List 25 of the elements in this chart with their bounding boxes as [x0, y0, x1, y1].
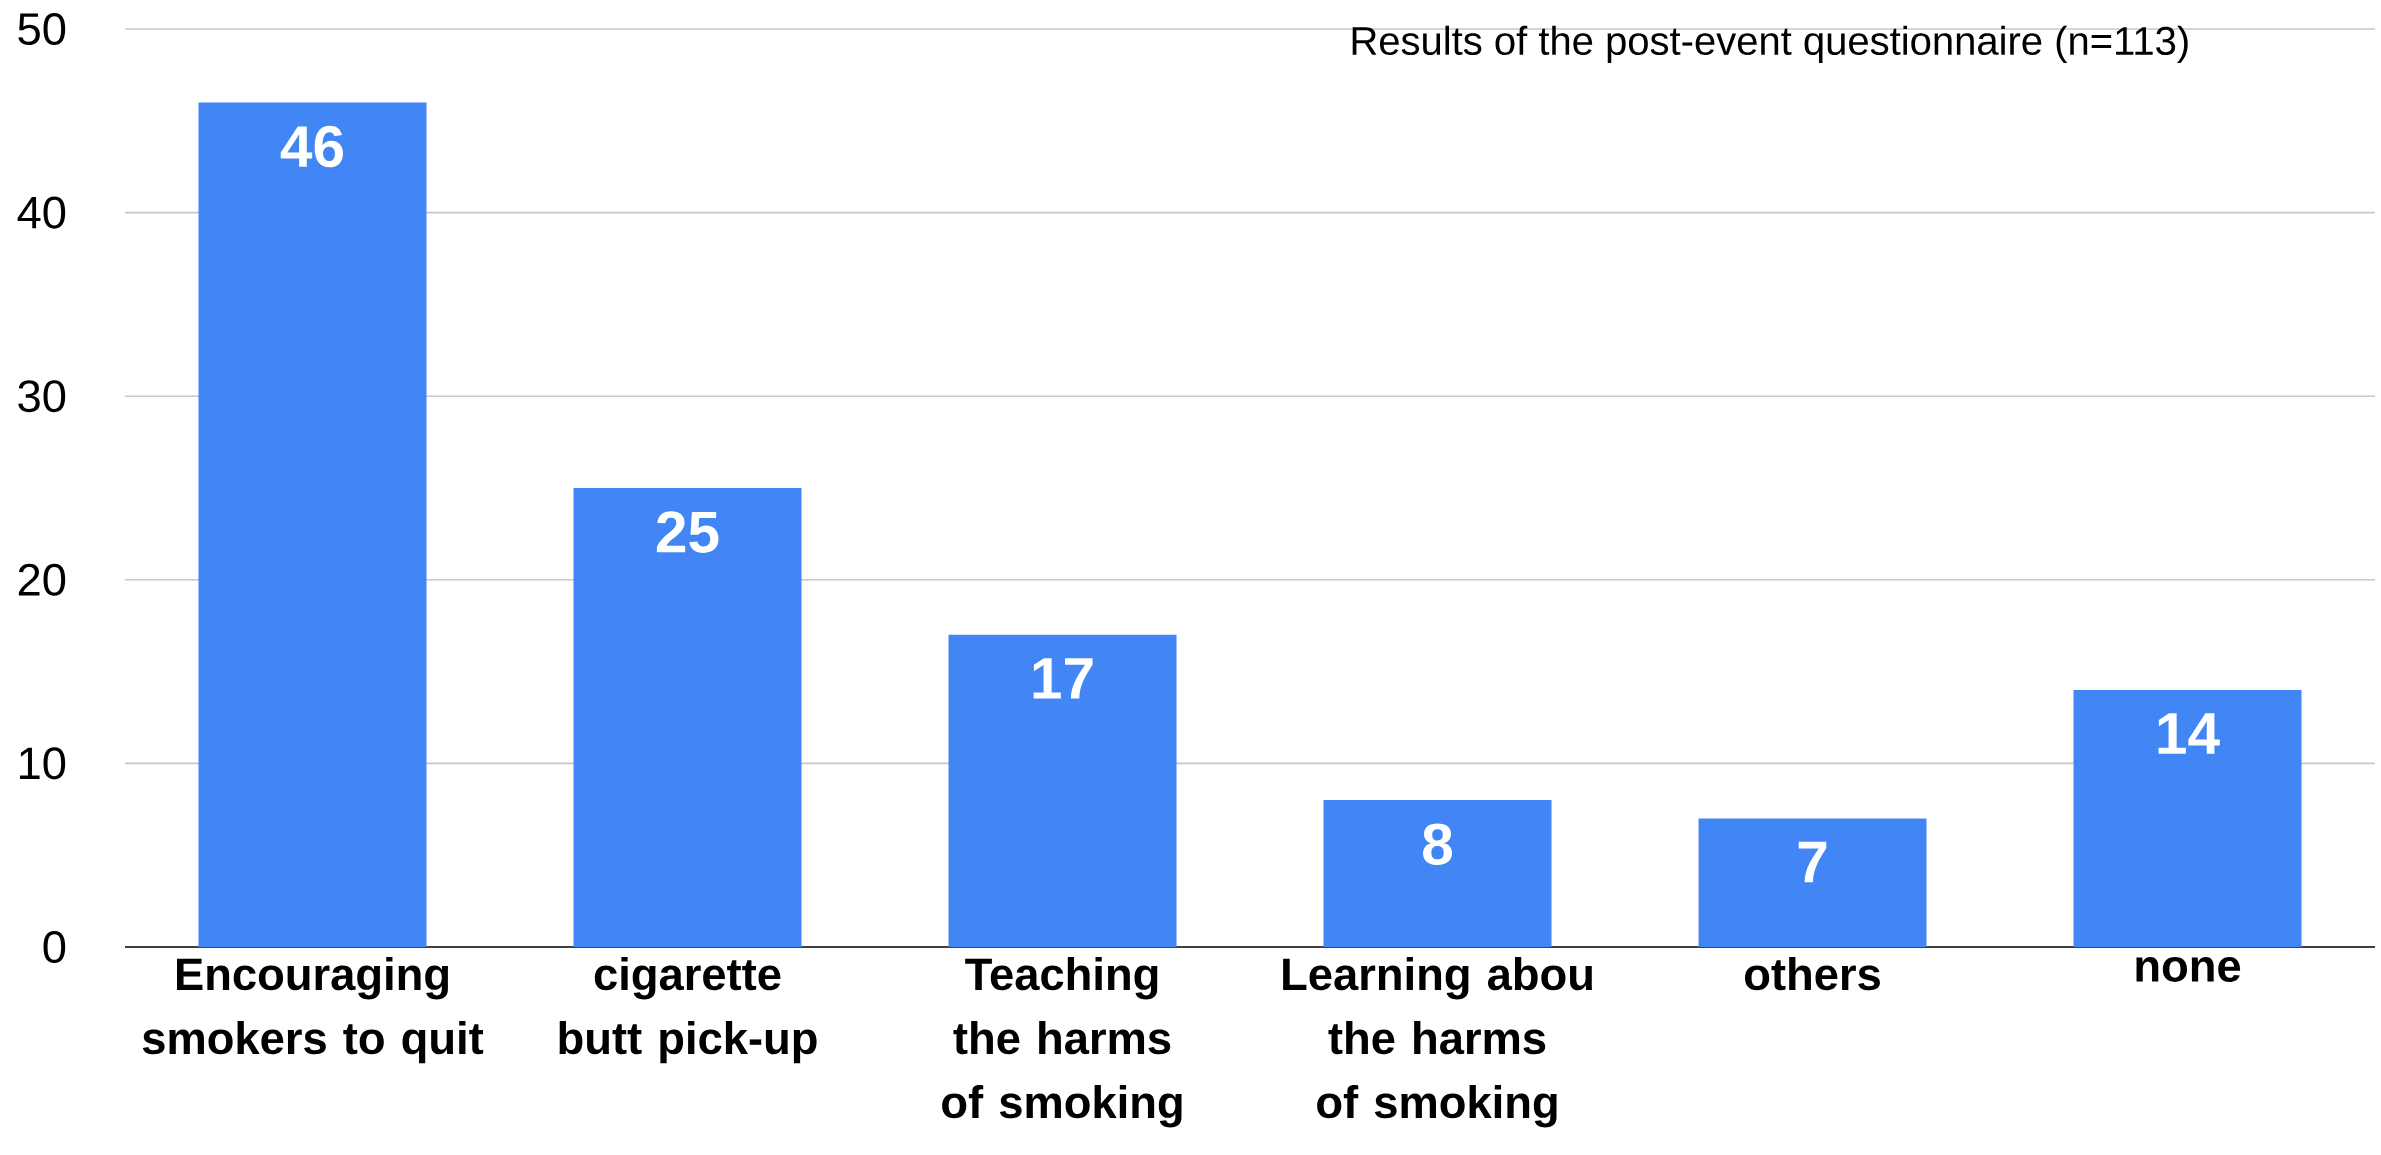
- chart-title: Results of the post-event questionnaire (n=113): [1352, 25, 2188, 63]
- data-label: 17: [1033, 658, 1093, 699]
- y-tick-label: 0: [43, 930, 66, 964]
- y-tick-label: 50: [18, 12, 66, 46]
- bar: [2073, 689, 2302, 947]
- data-label: 7: [1798, 841, 1827, 883]
- bar: [198, 102, 427, 947]
- bar: [1698, 818, 1927, 947]
- y-tick-label: 40: [17, 196, 66, 229]
- x-tick-label: cigarette butt pick-up: [559, 957, 817, 1064]
- bar: [573, 487, 802, 947]
- data-label: 14: [2158, 713, 2220, 754]
- data-label: 25: [656, 511, 719, 553]
- x-tick-label: none: [2136, 957, 2241, 982]
- data-label: 8: [1423, 823, 1453, 866]
- y-tick-label: 20: [18, 563, 66, 596]
- x-tick-label: Teaching the harms of smoking: [942, 957, 1182, 1128]
- y-tick-label: 30: [18, 380, 66, 413]
- y-tick-label: 10: [19, 747, 66, 780]
- bar: [948, 634, 1177, 947]
- x-tick-label: others: [1745, 957, 1880, 991]
- x-tick-label: Learning abou the harms of smoking: [1283, 957, 1592, 1128]
- x-tick-label: Encouraging smokers to quit: [142, 957, 484, 1064]
- bar: [1323, 800, 1552, 947]
- data-label: 46: [280, 125, 344, 168]
